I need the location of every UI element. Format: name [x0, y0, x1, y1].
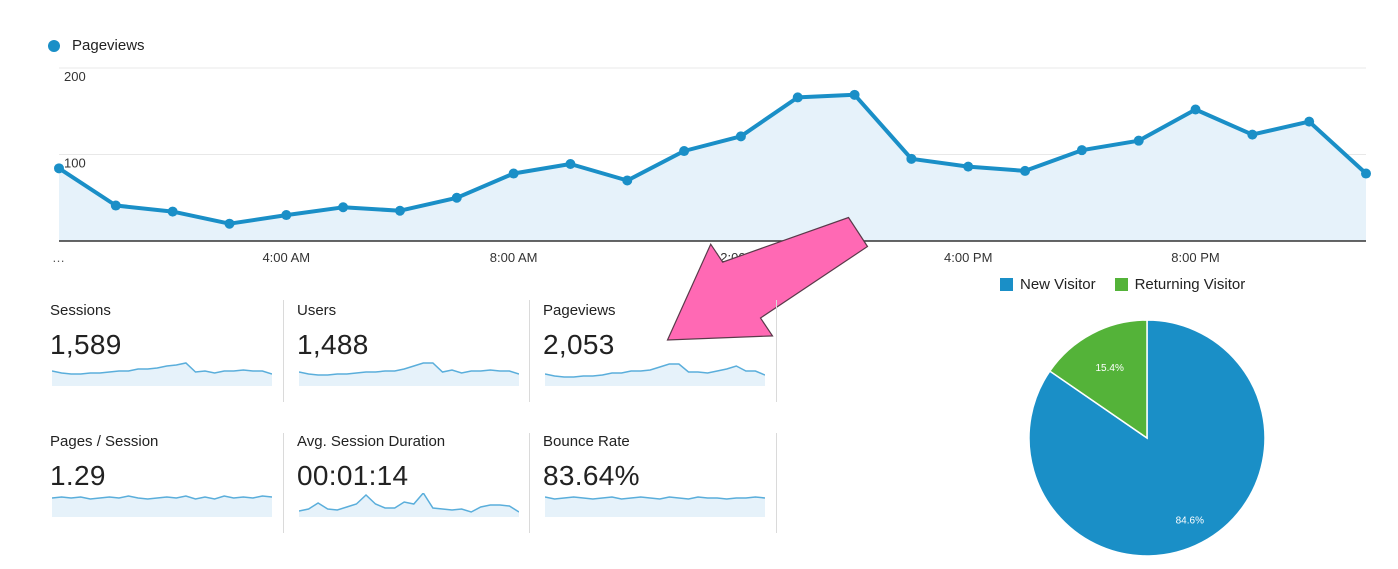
returning-visitor-swatch — [1114, 278, 1128, 291]
metric-label: Sessions — [50, 302, 111, 319]
y-tick-label: 100 — [64, 156, 86, 171]
data-point[interactable] — [735, 131, 746, 142]
data-point[interactable] — [224, 218, 235, 229]
data-point[interactable] — [394, 205, 405, 216]
sparkline-line — [299, 362, 519, 376]
metric-value: 2,053 — [543, 329, 615, 360]
data-point[interactable] — [54, 163, 64, 174]
tile-divider — [776, 433, 777, 533]
data-point[interactable] — [1361, 168, 1371, 179]
metric-label: Bounce Rate — [543, 433, 630, 450]
sparkline-area — [52, 496, 272, 517]
area-fill — [59, 94, 1366, 241]
pageviews-line — [57, 92, 1368, 226]
metric-label: Pageviews — [543, 302, 616, 319]
sparkline-line — [299, 493, 519, 513]
x-tick-label: 4:00 AM — [262, 250, 310, 265]
new-visitor-swatch — [1000, 278, 1013, 291]
data-point[interactable] — [565, 159, 576, 170]
data-point[interactable] — [622, 175, 633, 186]
data-point[interactable] — [849, 89, 860, 100]
x-tick-label: 4:00 PM — [944, 250, 992, 265]
metric-value: 1.29 — [50, 460, 106, 491]
metric-value: 00:01:14 — [297, 460, 409, 491]
tile-divider — [776, 300, 777, 402]
data-point[interactable] — [1133, 135, 1144, 146]
x-tick-label: … — [52, 250, 65, 265]
sparkline-area — [299, 363, 519, 386]
x-tick-label: 8:00 AM — [490, 250, 538, 265]
sparkline-line — [545, 496, 765, 500]
sparkline — [545, 363, 765, 386]
sparkline-line — [545, 363, 765, 378]
data-point[interactable] — [1076, 145, 1087, 156]
metric-tile-users[interactable]: Users 1,488 — [297, 302, 543, 404]
sparkline-area — [545, 364, 765, 386]
annotation-arrow — [666, 216, 869, 341]
metric-value: 83.64% — [543, 460, 640, 491]
visitor-pie-chart: 84.6% 15.4% — [1028, 319, 1266, 557]
legend-item-new-visitor[interactable]: New Visitor — [1000, 276, 1096, 293]
metric-tile-pages-per-session[interactable]: Pages / Session 1.29 — [50, 433, 296, 535]
tile-divider — [529, 433, 530, 533]
data-point[interactable] — [679, 146, 690, 157]
metric-tile-bounce-rate[interactable]: Bounce Rate 83.64% — [543, 433, 789, 535]
data-point[interactable] — [1190, 104, 1201, 115]
metric-tile-sessions[interactable]: Sessions 1,589 — [50, 302, 296, 404]
chart-series — [54, 89, 1371, 229]
legend-label: Returning Visitor — [1134, 276, 1246, 293]
metric-tile-pageviews[interactable]: Pageviews 2,053 — [543, 302, 789, 404]
data-point[interactable] — [451, 192, 462, 203]
pageviews-legend-marker — [48, 39, 60, 52]
x-tick-label: 8:00 PM — [1171, 250, 1219, 265]
y-tick-label: 200 — [64, 69, 86, 84]
sparkline-area — [545, 497, 765, 517]
metric-value: 1,488 — [297, 329, 369, 360]
data-point[interactable] — [110, 200, 121, 211]
data-point[interactable] — [338, 202, 349, 213]
metric-tile-avg-session-duration[interactable]: Avg. Session Duration 00:01:14 — [297, 433, 543, 535]
data-point[interactable] — [963, 161, 974, 172]
data-point[interactable] — [1304, 116, 1315, 127]
pie-slice-new-visitor[interactable] — [1028, 319, 1266, 557]
sparkline — [52, 362, 272, 386]
chart-area — [59, 94, 1366, 241]
data-point[interactable] — [792, 92, 803, 103]
sparkline — [52, 495, 272, 517]
legend-label: New Visitor — [1020, 276, 1096, 293]
data-point[interactable] — [1247, 129, 1258, 140]
metric-label: Users — [297, 302, 337, 319]
sparkline-line — [52, 362, 272, 375]
metric-label: Pages / Session — [50, 433, 159, 450]
sparkline-line — [52, 495, 272, 500]
metric-value: 1,589 — [50, 329, 122, 360]
pie-label-new-visitor: 84.6% — [1176, 515, 1204, 526]
data-point[interactable] — [508, 168, 519, 179]
tile-divider — [529, 300, 530, 402]
tile-divider — [283, 433, 284, 533]
data-point[interactable] — [167, 206, 178, 217]
pie-legend[interactable]: New Visitor Returning Visitor — [1000, 276, 1264, 293]
tile-divider — [283, 300, 284, 402]
legend-item-returning-visitor[interactable]: Returning Visitor — [1114, 276, 1246, 293]
sparkline — [299, 362, 519, 386]
chart-legend[interactable]: Pageviews — [48, 37, 145, 54]
pie-label-returning-visitor: 15.4% — [1095, 363, 1123, 374]
sparkline-area — [299, 493, 519, 517]
metric-label: Avg. Session Duration — [297, 433, 446, 450]
pink-arrow-icon — [666, 216, 869, 341]
data-point[interactable] — [1020, 165, 1031, 176]
sparkline — [545, 496, 765, 517]
data-point[interactable] — [281, 210, 292, 221]
sparkline-area — [52, 363, 272, 386]
pie-slice-returning-visitor[interactable] — [1048, 319, 1148, 440]
pageviews-legend-label: Pageviews — [72, 37, 145, 54]
sparkline — [299, 493, 519, 517]
data-point[interactable] — [906, 153, 917, 164]
